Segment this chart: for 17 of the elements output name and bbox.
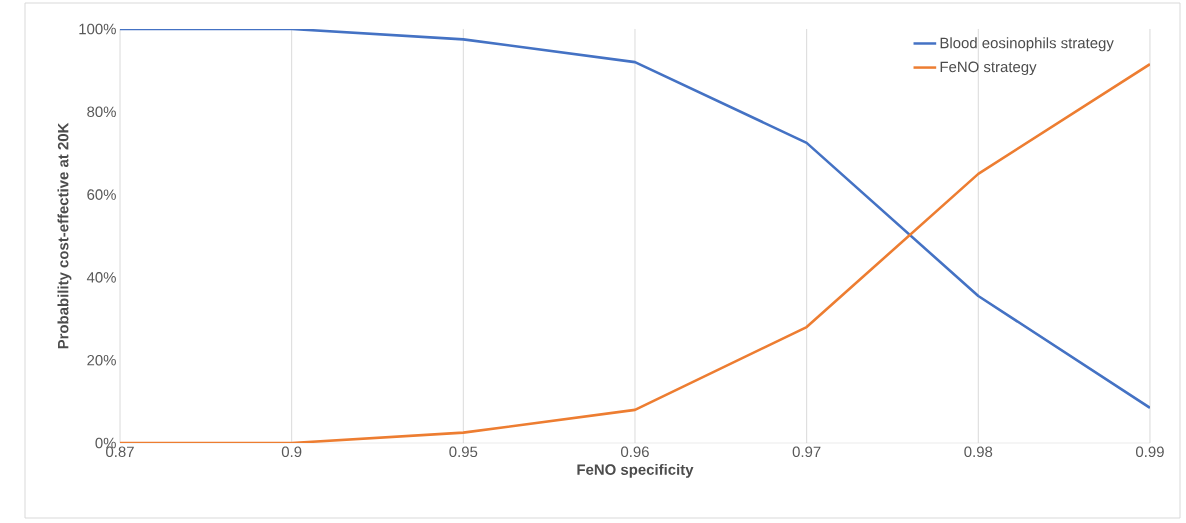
x-tick-label: 0.96 [621,446,649,458]
x-tick-label: 0.95 [449,446,478,458]
x-tick-label: 0.9 [281,446,302,458]
y-tick-label: 100% [79,23,116,35]
y-axis-title: Probability cost-effective at 20K [57,122,72,349]
line-series [120,62,1150,443]
x-axis-title: FeNO specificity [577,463,694,478]
x-tick-label: 0.99 [1136,446,1164,458]
y-tick-label: 20% [87,354,116,366]
y-tick-label: 80% [87,106,116,118]
legend-label: Blood eosinophils strategy [940,37,1114,52]
line-series [120,29,1150,410]
y-tick-label: 60% [87,189,116,200]
y-tick-label: 40% [86,272,116,283]
legend-label: FeNO strategy [940,61,1037,76]
x-tick-label: 0.97 [792,446,821,458]
x-tick-label: 0.98 [964,446,993,458]
